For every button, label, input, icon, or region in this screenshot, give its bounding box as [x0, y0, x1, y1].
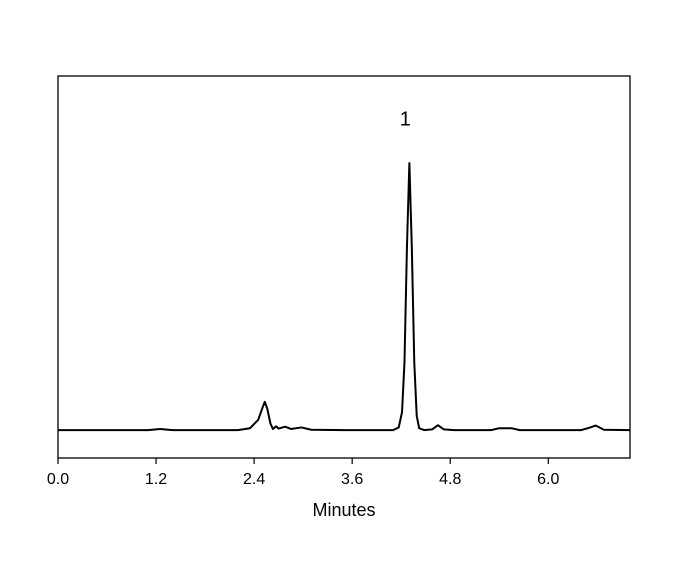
- x-tick-label: 6.0: [537, 471, 559, 488]
- x-tick-label: 3.6: [341, 471, 363, 488]
- x-tick-label: 1.2: [145, 471, 167, 488]
- annotation: 1: [400, 109, 411, 131]
- plot-frame: [57, 75, 631, 459]
- line-series: [58, 162, 631, 432]
- x-tick-label: 4.8: [439, 471, 461, 488]
- x-axis-title: Minutes: [312, 500, 375, 520]
- x-tick-label: 0.0: [47, 471, 69, 488]
- x-tick-label: 2.4: [243, 471, 265, 488]
